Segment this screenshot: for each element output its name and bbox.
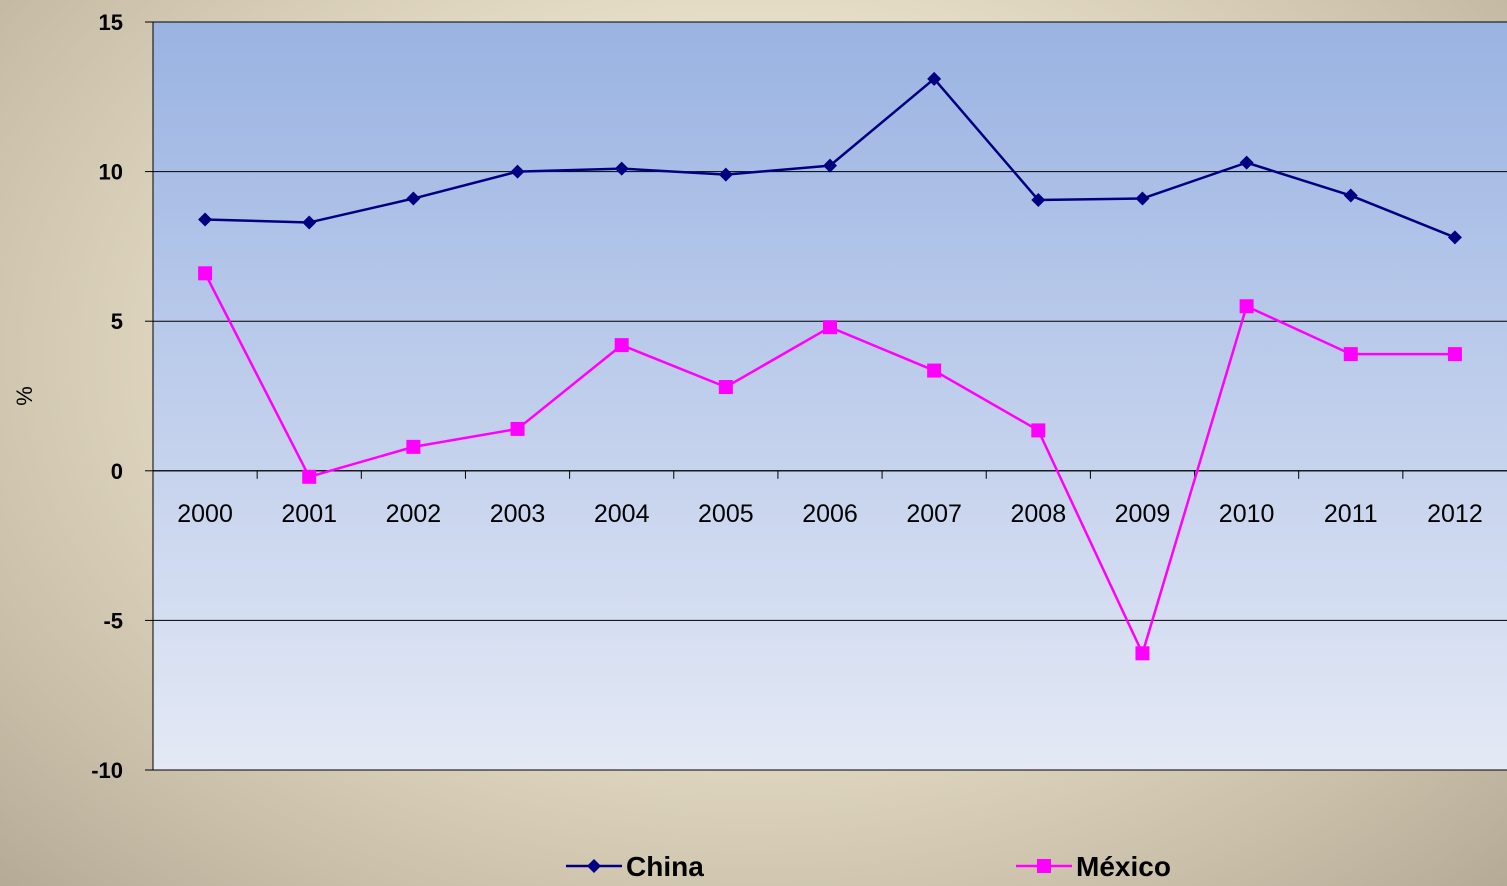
plot-area: [153, 22, 1507, 770]
data-point-2010: [1239, 155, 1254, 170]
x-tick-label-2006: 2006: [802, 500, 858, 528]
x-tick-label-2001: 2001: [281, 500, 337, 528]
y-tick-label: -10: [91, 758, 123, 783]
x-tick-label-2008: 2008: [1010, 500, 1066, 528]
legend-item-mxico: México: [1016, 851, 1171, 882]
series-china: [198, 71, 1462, 245]
data-point-2000: [198, 212, 213, 227]
x-tick-label-2003: 2003: [490, 500, 546, 528]
y-tick-label: -5: [103, 608, 123, 633]
legend: China México: [566, 851, 1171, 882]
y-tick-label: 15: [99, 10, 123, 35]
data-point-2005: [718, 380, 733, 395]
x-tick-label-2000: 2000: [177, 500, 233, 528]
x-tick-label-2004: 2004: [594, 500, 650, 528]
series-mxico: [198, 266, 1462, 661]
y-axis-label: %: [12, 386, 37, 406]
data-point-2003: [510, 164, 525, 179]
data-point-2012: [1447, 347, 1462, 362]
x-tick-label-2010: 2010: [1219, 500, 1275, 528]
data-point-2011: [1343, 347, 1358, 362]
data-point-2007: [927, 71, 942, 86]
data-point-2005: [718, 167, 733, 182]
data-point-2006: [823, 158, 837, 173]
data-point-2000: [198, 266, 213, 281]
legend-label: México: [1076, 851, 1171, 882]
data-point-2008: [1031, 193, 1046, 208]
data-point-2004: [614, 161, 629, 176]
data-point-2006: [823, 320, 837, 335]
legend-marker: [1037, 859, 1051, 873]
data-point-2003: [510, 421, 525, 436]
data-point-2001: [302, 215, 317, 230]
data-point-2011: [1343, 188, 1358, 203]
data-point-2002: [406, 439, 421, 454]
data-point-2007: [927, 363, 942, 378]
data-point-2010: [1239, 299, 1254, 314]
y-axis-ticks: -10 -5 0 5 10 15: [91, 10, 153, 783]
x-tick-label-2005: 2005: [698, 500, 754, 528]
legend-label: China: [626, 851, 704, 882]
data-point-2009: [1135, 191, 1150, 206]
data-point-2008: [1031, 423, 1046, 438]
x-axis-ticks: 2000 2001 2002 2003 2004 2005 2006 2007 2008 2009…: [177, 470, 1483, 528]
data-point-2004: [614, 338, 629, 353]
data-point-2002: [406, 191, 421, 206]
legend-item-china: China: [566, 851, 704, 882]
y-tick-label: 0: [111, 459, 123, 484]
x-tick-label-2011: 2011: [1324, 500, 1378, 528]
axes: [152, 22, 1507, 770]
data-point-2001: [302, 469, 317, 484]
series-layer: [198, 71, 1462, 661]
y-tick-label: 5: [111, 309, 123, 334]
x-tick-label-2012: 2012: [1427, 500, 1483, 528]
y-tick-label: 10: [99, 160, 123, 185]
x-tick-label-2007: 2007: [906, 500, 962, 528]
x-tick-label-2009: 2009: [1115, 500, 1171, 528]
data-point-2012: [1447, 230, 1462, 245]
legend-marker: [587, 859, 601, 873]
data-point-2009: [1135, 646, 1150, 661]
x-tick-label-2002: 2002: [386, 500, 442, 528]
